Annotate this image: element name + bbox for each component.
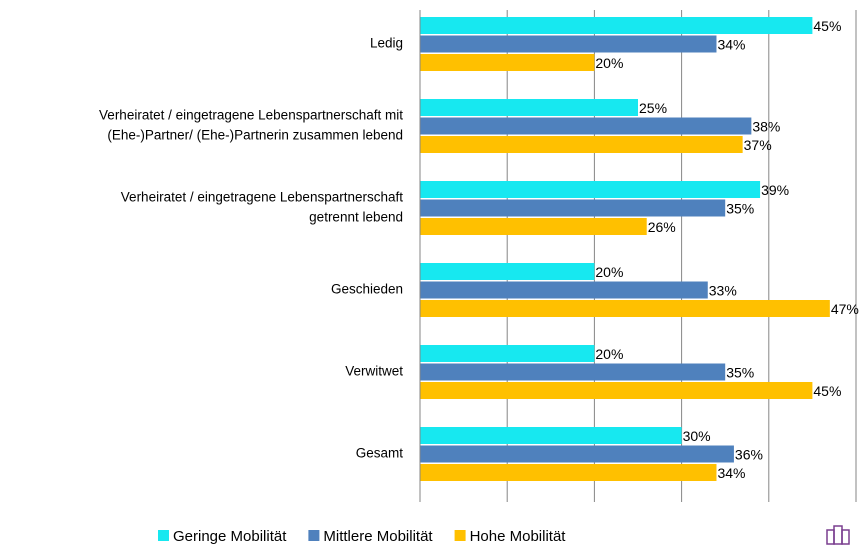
bar — [420, 181, 761, 198]
legend-swatch — [454, 530, 466, 541]
data-label: 20% — [595, 264, 623, 280]
bar — [420, 218, 647, 235]
bar — [420, 263, 595, 280]
bar — [420, 99, 638, 116]
y-tick-label: Ledig — [370, 36, 403, 51]
data-label: 38% — [752, 119, 780, 135]
y-tick-label: Verwitwet — [345, 364, 403, 379]
bar — [420, 17, 813, 34]
legend-label: Geringe Mobilität — [173, 528, 287, 545]
y-tick-label: (Ehe-)Partner/ (Ehe-)Partnerin zusammen … — [107, 128, 403, 143]
legend-label: Mittlere Mobilität — [323, 528, 433, 545]
logo — [826, 525, 850, 545]
legend-swatch — [158, 530, 169, 541]
bar — [420, 300, 830, 317]
data-label: 36% — [735, 447, 763, 463]
bar — [420, 136, 743, 153]
y-tick-label: Verheiratet / eingetragene Lebenspartner… — [121, 190, 403, 205]
y-tick-label: Geschieden — [331, 282, 403, 297]
y-tick-label: Gesamt — [356, 446, 404, 461]
y-tick-label: getrennt lebend — [309, 210, 403, 225]
data-label: 35% — [726, 201, 754, 217]
legend-swatch — [308, 530, 320, 541]
data-label: 34% — [717, 37, 745, 53]
bar — [420, 281, 708, 299]
data-label: 37% — [744, 137, 772, 153]
y-tick-label: Verheiratet / eingetragene Lebenspartner… — [99, 108, 403, 123]
data-label: 30% — [683, 428, 711, 444]
bar — [420, 345, 595, 362]
bar — [420, 35, 717, 53]
data-label: 25% — [639, 100, 667, 116]
data-label: 39% — [761, 182, 789, 198]
legend-label: Hohe Mobilität — [470, 528, 567, 545]
bar — [420, 445, 734, 463]
bar — [420, 464, 717, 481]
data-label: 26% — [648, 219, 676, 235]
bar — [420, 427, 682, 444]
bar — [420, 363, 726, 381]
data-label: 45% — [813, 18, 841, 34]
data-label: 47% — [831, 301, 859, 317]
data-label: 20% — [595, 55, 623, 71]
data-label: 34% — [717, 465, 745, 481]
bar — [420, 382, 813, 399]
data-label: 20% — [595, 346, 623, 362]
bar — [420, 117, 752, 135]
data-label: 35% — [726, 365, 754, 381]
data-label: 45% — [813, 383, 841, 399]
bar — [420, 54, 595, 71]
bar — [420, 199, 726, 217]
data-label: 33% — [709, 283, 737, 299]
